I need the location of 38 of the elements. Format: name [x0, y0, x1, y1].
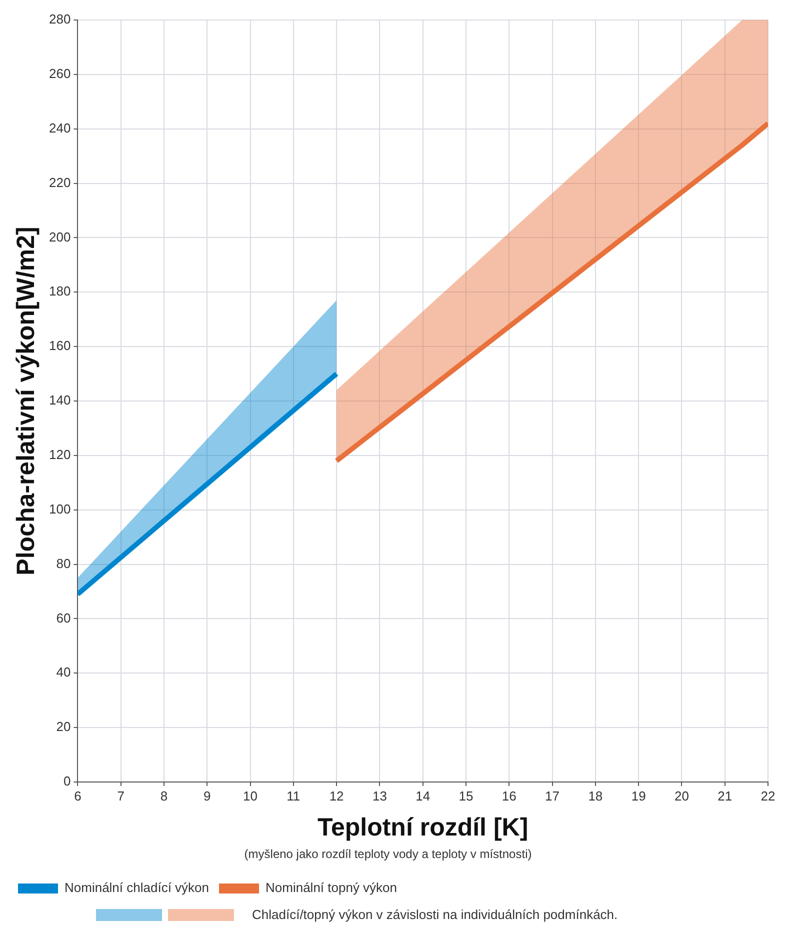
y-tick-label: 20 [56, 719, 71, 734]
x-tick-label: 10 [243, 788, 258, 804]
legend-label: Nominální topný výkon [266, 880, 398, 896]
y-tick-label: 60 [56, 610, 71, 626]
y-tick-label: 200 [48, 229, 71, 244]
x-tick-label: 9 [204, 788, 211, 804]
x-tick-label: 22 [760, 788, 776, 804]
x-tick-label: 7 [117, 788, 124, 804]
x-tick-label: 14 [416, 788, 430, 804]
x-tick-label: 15 [458, 788, 474, 804]
text: Chladící/topný výkon v závislosti na individuálních podmínkách. [252, 907, 618, 922]
x-tick-label: 16 [502, 788, 516, 804]
y-tick-label: 100 [48, 501, 71, 516]
y-tick-label: 40 [56, 664, 71, 680]
text: (myšleno jako rozdíl teploty vody a teploty v místnosti) [244, 847, 532, 862]
legend-label: Nominální chladící výkon [64, 880, 210, 896]
y-tick-label: 120 [48, 447, 71, 462]
y-tick-label: 0 [63, 774, 71, 789]
x-tick-label: 20 [674, 788, 689, 804]
y-tick-label: 240 [48, 120, 71, 136]
y-tick-label: 220 [48, 174, 71, 190]
x-tick-label: 8 [160, 788, 168, 804]
y-tick-label: 80 [56, 556, 71, 571]
x-tick-label: 18 [588, 788, 603, 804]
y-tick-label: 180 [48, 284, 71, 299]
y-tick-label: 160 [48, 338, 71, 354]
y-tick-label: 280 [48, 12, 71, 27]
x-tick-label: 11 [286, 788, 300, 804]
x-tick-label: 21 [718, 788, 732, 804]
x-tick-label: 6 [74, 788, 82, 804]
x-tick-label: 13 [372, 788, 387, 804]
x-tick-label: 17 [545, 788, 560, 804]
y-axis-title: Plocha-relativní výkon[W/m2] [12, 226, 40, 576]
x-tick-label: 19 [631, 788, 646, 804]
y-tick-label: 260 [48, 66, 71, 82]
x-axis-title: Teplotní rozdíl [K] [318, 813, 528, 842]
y-tick-label: 140 [48, 392, 71, 408]
x-tick-label: 12 [329, 788, 344, 804]
